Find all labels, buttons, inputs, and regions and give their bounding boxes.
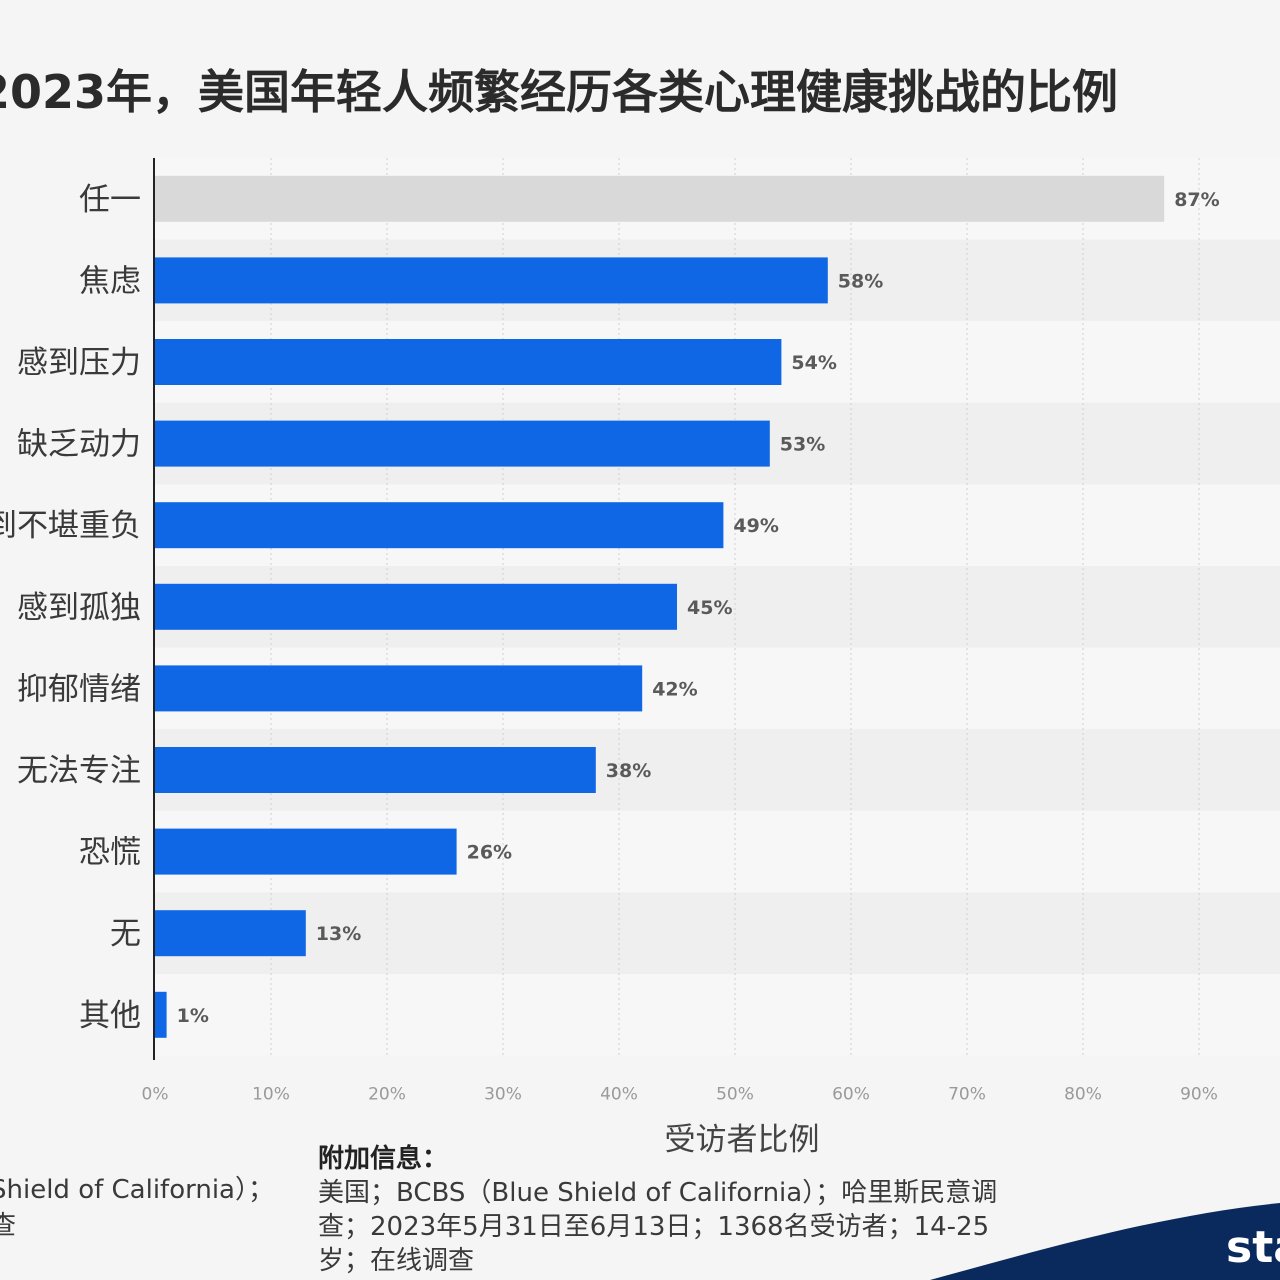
- value-labels: 87% 58% 54% 53% 49% 45% 42% 38% 26% 13% 1%: [177, 189, 1220, 1027]
- category-label: 其他: [79, 998, 141, 1034]
- source-fragment: Shield of California）； 查: [0, 1172, 290, 1244]
- category-label: 抑郁情绪: [17, 671, 141, 707]
- category-label: 感到压力: [17, 345, 141, 381]
- category-label: 恐慌: [79, 835, 141, 871]
- x-tick-label: 40%: [600, 1085, 638, 1105]
- x-tick-label: 10%: [252, 1085, 290, 1105]
- additional-info-heading: 附加信息：: [318, 1144, 449, 1174]
- source-fragment-line1: Shield of California）；: [0, 1175, 274, 1205]
- bar: [155, 991, 167, 1038]
- category-label: 感到不堪重负: [0, 508, 141, 544]
- category-label: 感到孤独: [17, 590, 141, 626]
- value-label: 13%: [316, 923, 361, 945]
- x-tick-label: 60%: [832, 1085, 870, 1105]
- bar: [155, 175, 1165, 222]
- bar-chart: 任一焦虑感到压力缺乏动力感到不堪重负感到孤独抑郁情绪无法专注恐慌无其他 87% 5…: [0, 158, 1280, 1158]
- category-label: 无法专注: [17, 753, 141, 789]
- bar: [155, 747, 596, 793]
- x-tick-label: 50%: [716, 1085, 754, 1105]
- bar: [155, 502, 724, 549]
- category-label: 任一: [79, 182, 141, 218]
- x-tick-labels: 0%10%20%30%40%50%60%70%80%90%100%: [142, 1085, 1218, 1105]
- brand-logo[interactable]: sta: [1226, 1222, 1280, 1273]
- x-tick-label: 90%: [1180, 1085, 1218, 1105]
- bar: [155, 910, 306, 957]
- bar: [155, 828, 457, 875]
- bar: [155, 257, 828, 304]
- bar: [155, 339, 782, 385]
- value-label: 45%: [687, 597, 732, 619]
- value-label: 38%: [606, 760, 651, 782]
- x-tick-label: 70%: [948, 1085, 986, 1105]
- additional-info-text: 美国；BCBS（Blue Shield of California）；哈里斯民意…: [318, 1178, 998, 1276]
- x-tick-label: 30%: [484, 1085, 522, 1105]
- value-label: 54%: [791, 352, 836, 374]
- chart-title: 2023年，美国年轻人频繁经历各类心理健康挑战的比例: [0, 65, 1119, 119]
- row-band: [155, 892, 1280, 974]
- x-tick-label: 80%: [1064, 1085, 1102, 1105]
- value-label: 26%: [467, 842, 512, 864]
- x-axis-title: 受访者比例: [665, 1122, 820, 1158]
- value-label: 42%: [652, 678, 697, 700]
- bar: [155, 665, 643, 712]
- swoosh-shape: [930, 1203, 1280, 1280]
- bars: [155, 175, 1165, 1038]
- x-tick-label: 20%: [368, 1085, 406, 1105]
- row-band: [155, 974, 1280, 1056]
- x-tick-label: 0%: [142, 1085, 169, 1105]
- additional-info: 附加信息： 美国；BCBS（Blue Shield of California）…: [318, 1142, 1038, 1278]
- value-label: 53%: [780, 434, 825, 456]
- category-label: 缺乏动力: [17, 427, 141, 463]
- value-label: 87%: [1174, 189, 1219, 211]
- category-label: 焦虑: [79, 263, 141, 299]
- bar: [155, 583, 677, 630]
- source-fragment-line2: 查: [0, 1211, 17, 1241]
- value-label: 49%: [733, 515, 778, 537]
- category-labels: 任一焦虑感到压力缺乏动力感到不堪重负感到孤独抑郁情绪无法专注恐慌无其他: [0, 182, 141, 1034]
- value-label: 58%: [838, 270, 883, 292]
- bar: [155, 420, 770, 467]
- category-label: 无: [110, 916, 141, 952]
- value-label: 1%: [177, 1005, 209, 1027]
